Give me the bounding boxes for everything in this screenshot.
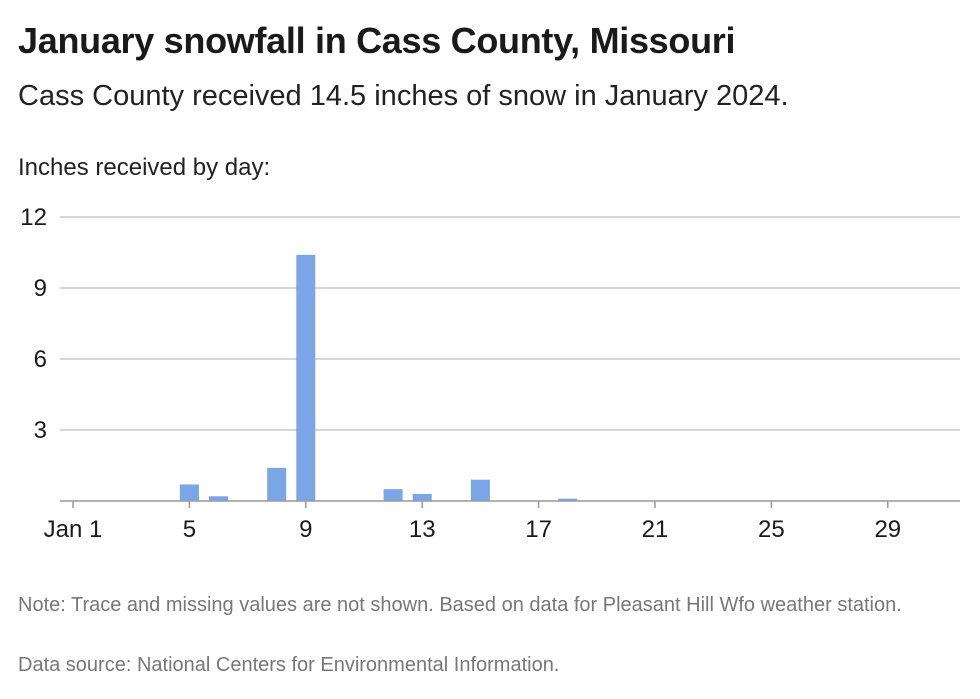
chart-title: January snowfall in Cass County, Missour… [18, 20, 736, 61]
y-tick-label: 6 [34, 346, 47, 373]
y-tick-label: 9 [34, 275, 47, 302]
bar-day-12 [383, 489, 403, 501]
bar-day-8 [267, 467, 287, 501]
x-tick-label: Jan 1 [44, 516, 103, 543]
x-tick-label: 17 [525, 516, 552, 543]
bar-day-15 [470, 479, 490, 501]
y-tick-label: 12 [20, 204, 47, 231]
bars [179, 254, 578, 501]
data-source: Data source: National Centers for Enviro… [18, 654, 560, 676]
y-tick-label: 3 [34, 417, 47, 444]
snowfall-bar-chart: 3 6 9 12 Jan 1 5 9 13 17 21 25 29 [20, 204, 960, 543]
bar-day-5 [179, 484, 199, 501]
x-tick-label: 21 [642, 516, 669, 543]
x-axis: Jan 1 5 9 13 17 21 25 29 [44, 500, 960, 543]
chart-subtitle: Cass County received 14.5 inches of snow… [18, 80, 789, 112]
bar-day-6 [209, 496, 228, 501]
bar-day-13 [412, 493, 432, 501]
chart-note: Note: Trace and missing values are not s… [18, 594, 902, 616]
x-tick-label: 25 [758, 516, 785, 543]
x-tick-label: 13 [409, 516, 436, 543]
y-axis-label: Inches received by day: [18, 154, 271, 181]
x-tick-label: 29 [874, 516, 901, 543]
gridlines [60, 216, 960, 431]
x-tick-label: 9 [299, 516, 312, 543]
x-tick-label: 5 [183, 516, 196, 543]
bar-day-18 [558, 498, 578, 501]
bar-day-9 [296, 254, 316, 501]
y-tick-labels: 3 6 9 12 [20, 204, 47, 444]
